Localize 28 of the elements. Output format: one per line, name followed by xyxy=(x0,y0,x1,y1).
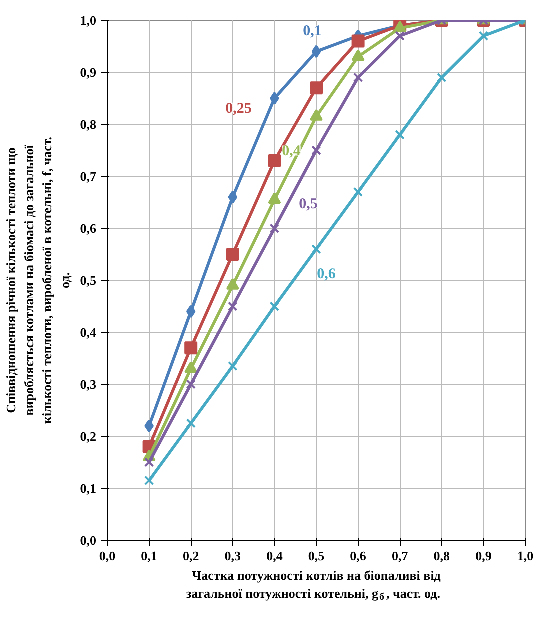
x-tick-label: 1,0 xyxy=(517,548,534,564)
y-axis-title: Співвідношення річної кількості теплоти що виробляється котлами на біомасі до загальної кількості теплоти, виробленої в котельні, f, част. од. xyxy=(3,136,72,424)
x-tick-label: 0,4 xyxy=(266,548,284,564)
y-tick-label: 0,8 xyxy=(80,117,97,132)
y-tick-label: 0,0 xyxy=(80,533,96,548)
y-tick-label: 0,1 xyxy=(80,481,96,496)
series-label: 0,6 xyxy=(317,266,336,282)
x-tick-label: 0,7 xyxy=(392,548,409,564)
y-tick-label: 0,9 xyxy=(80,65,97,80)
x-tick-label: 0,6 xyxy=(350,548,367,564)
series-label: 0,1 xyxy=(303,24,322,40)
series-label: 0,5 xyxy=(299,196,318,212)
x-tick-label: 0,8 xyxy=(434,548,451,564)
y-tick-label: 0,6 xyxy=(80,221,97,236)
x-tick-label: 0,0 xyxy=(99,548,116,564)
y-tick-label: 0,3 xyxy=(80,377,97,392)
x-tick-label: 0,1 xyxy=(141,548,158,564)
x-tick-label: 0,2 xyxy=(182,548,200,564)
x-tick-label: 0,9 xyxy=(476,548,492,564)
y-tick-label: 0,5 xyxy=(80,273,97,288)
y-tick-label: 0,4 xyxy=(80,325,97,340)
y-tick-label: 1,0 xyxy=(80,13,96,28)
x-tick-label: 0,5 xyxy=(308,548,326,564)
y-tick-label: 0,2 xyxy=(80,429,96,444)
x-tick-label: 0,3 xyxy=(224,548,242,564)
series-label: 0,4 xyxy=(282,144,302,160)
text: 0,25 xyxy=(226,100,252,117)
y-tick-label: 0,7 xyxy=(80,169,97,184)
